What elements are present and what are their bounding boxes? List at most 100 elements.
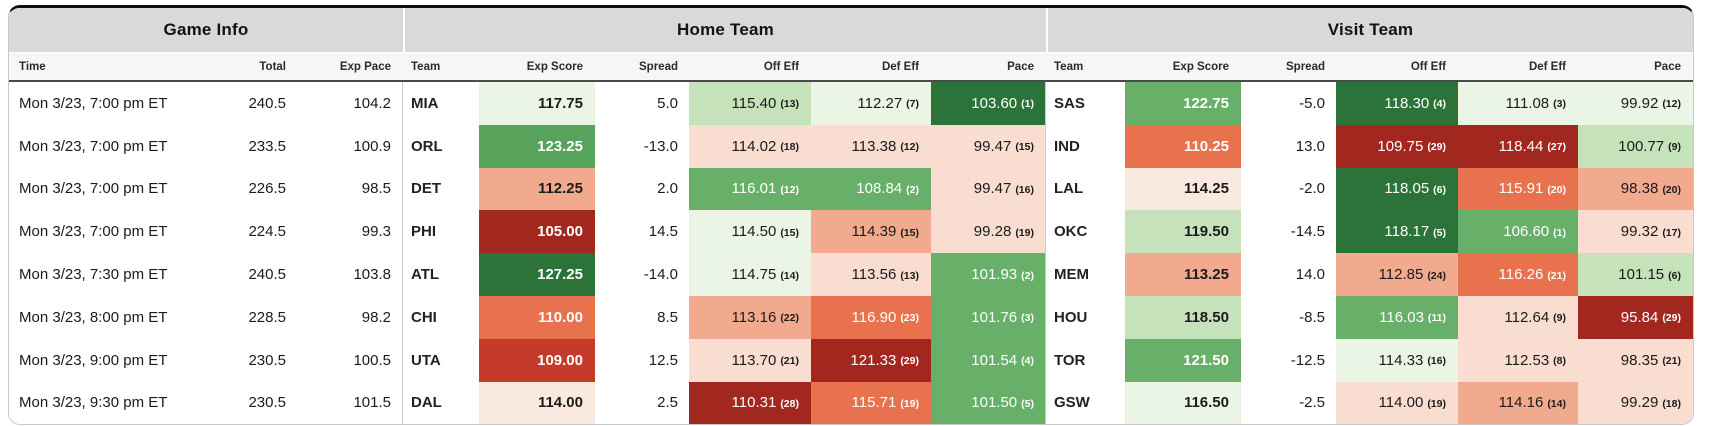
home-off-eff-cell: 114.50 (15) [689,210,811,254]
visit-spread: -5.0 [1299,94,1325,112]
column-header-total[interactable]: Total [259,60,286,73]
home-off-eff-cell: 113.16 (22) [689,295,811,339]
game-total: 228.5 [248,308,286,326]
visit-def-eff-cell: 116.26 (21) [1458,253,1578,296]
games-table: Game Info Home Team Visit Team Time Tota… [8,5,1694,426]
home-team-abbr: ORL [411,137,443,155]
game-total: 233.5 [248,137,286,155]
visit-spread: -14.5 [1290,223,1325,241]
game-time: Mon 3/23, 7:00 pm ET [19,137,168,155]
game-exp-pace: 104.2 [353,94,391,112]
table-body: Mon 3/23, 7:00 pm ET 240.5 104.2 MIA 117… [9,82,1693,425]
column-header-visit-pace[interactable]: Pace [1654,60,1681,73]
visit-off-eff-cell: 114.33 (16) [1336,338,1458,382]
visit-def-eff-cell: 115.91 (20) [1458,167,1578,211]
game-time: Mon 3/23, 7:00 pm ET [19,94,168,112]
column-header-visit-off-eff[interactable]: Off Eff [1410,60,1446,73]
game-exp-pace: 98.2 [361,308,391,326]
visit-team-abbr: IND [1054,137,1080,155]
group-header-game-info: Game Info [163,20,249,39]
home-team-abbr: PHI [411,223,437,241]
home-spread: 2.5 [657,394,678,412]
column-header-visit-exp-score[interactable]: Exp Score [1172,60,1229,73]
game-row: Mon 3/23, 7:30 pm ET 240.5 103.8 ATL 127… [9,253,1693,296]
game-row: Mon 3/23, 9:00 pm ET 230.5 100.5 UTA 109… [9,338,1693,382]
visit-team-abbr: LAL [1054,180,1084,198]
home-pace-cell: 101.50 (5) [931,381,1046,425]
game-total: 230.5 [248,351,286,369]
game-time: Mon 3/23, 8:00 pm ET [19,308,168,326]
visit-spread: -2.0 [1299,180,1325,198]
game-exp-pace: 98.5 [361,180,391,198]
visit-exp-score-cell: 118.50 [1125,295,1241,339]
visit-pace-cell: 99.32 (17) [1578,210,1693,254]
home-spread: 8.5 [657,308,678,326]
home-off-eff-cell: 114.02 (18) [689,124,811,168]
home-team-cells: DAL 114.00 2.5 110.31 (28) 115.71 (19) 101… [403,381,1046,425]
home-spread: 5.0 [657,94,678,112]
visit-team-abbr: TOR [1054,351,1086,369]
visit-pace-cell: 99.29 (18) [1578,381,1693,425]
home-off-eff-cell: 113.70 (21) [689,338,811,382]
home-team-abbr: CHI [411,308,437,326]
home-exp-score-cell: 114.00 [479,381,595,425]
game-exp-pace: 99.3 [361,223,391,241]
game-time: Mon 3/23, 9:00 pm ET [19,351,168,369]
game-time: Mon 3/23, 7:30 pm ET [19,266,168,284]
column-header-home-spread[interactable]: Spread [639,60,678,73]
column-header-home-off-eff[interactable]: Off Eff [763,60,799,73]
section-divider-game-home [402,82,403,425]
home-def-eff-cell: 115.71 (19) [811,381,931,425]
home-team-cells: DET 112.25 2.0 116.01 (12) 108.84 (2) 99.4… [403,167,1046,211]
visit-team-cells: HOU 118.50 -8.5 116.03 (11) 112.64 (9) 95.… [1046,295,1693,339]
home-def-eff-cell: 121.33 (29) [811,338,931,382]
home-exp-score-cell: 112.25 [479,167,595,211]
home-team-cells: CHI 110.00 8.5 113.16 (22) 116.90 (23) 101… [403,295,1046,339]
visit-off-eff-cell: 118.30 (4) [1336,82,1458,125]
column-header-home-exp-score[interactable]: Exp Score [526,60,583,73]
visit-team-cells: OKC 119.50 -14.5 118.17 (5) 106.60 (1) 99.… [1046,210,1693,254]
column-header-visit-team[interactable]: Team [1054,60,1084,73]
column-header-time[interactable]: Time [19,60,46,73]
game-row: Mon 3/23, 7:00 pm ET 240.5 104.2 MIA 117… [9,82,1693,125]
group-header-home-team: Home Team [403,8,1046,52]
visit-spread: -8.5 [1299,308,1325,326]
visit-off-eff-cell: 112.85 (24) [1336,253,1458,296]
home-exp-score-cell: 117.75 [479,82,595,125]
visit-off-eff-cell: 114.00 (19) [1336,381,1458,425]
game-time: Mon 3/23, 9:30 pm ET [19,394,168,412]
column-header-home-def-eff[interactable]: Def Eff [881,60,919,73]
visit-off-eff-cell: 118.17 (5) [1336,210,1458,254]
game-row: Mon 3/23, 7:00 pm ET 233.5 100.9 ORL 123… [9,124,1693,168]
visit-exp-score-cell: 110.25 [1125,124,1241,168]
home-off-eff-cell: 116.01 (12) [689,167,811,211]
home-team-cells: MIA 117.75 5.0 115.40 (13) 112.27 (7) 103.… [403,82,1046,125]
visit-exp-score-cell: 113.25 [1125,253,1241,296]
column-header-visit-def-eff[interactable]: Def Eff [1528,60,1566,73]
home-pace-cell: 99.47 (15) [931,124,1046,168]
home-pace-cell: 99.47 (16) [931,167,1046,211]
visit-spread: -2.5 [1299,394,1325,412]
home-pace-cell: 101.93 (2) [931,253,1046,296]
home-pace-cell: 99.28 (19) [931,210,1046,254]
visit-exp-score-cell: 121.50 [1125,338,1241,382]
visit-spread: -12.5 [1290,351,1325,369]
home-team-abbr: MIA [411,94,439,112]
home-team-cells: ATL 127.25 -14.0 114.75 (14) 113.56 (13) 1… [403,253,1046,296]
game-total: 230.5 [248,394,286,412]
group-header-visit-team: Visit Team [1046,8,1693,52]
visit-exp-score-cell: 119.50 [1125,210,1241,254]
visit-pace-cell: 100.77 (9) [1578,124,1693,168]
column-header-home-pace[interactable]: Pace [1007,60,1034,73]
column-header-exp-pace[interactable]: Exp Pace [339,60,391,73]
column-header-home-team[interactable]: Team [411,60,441,73]
visit-team-cells: GSW 116.50 -2.5 114.00 (19) 114.16 (14) 99… [1046,381,1693,425]
home-exp-score-cell: 123.25 [479,124,595,168]
column-header-row: Time Total Exp Pace Team Exp Score Sprea… [9,53,1693,82]
home-exp-score-cell: 127.25 [479,253,595,296]
column-header-visit-spread[interactable]: Spread [1286,60,1325,73]
visit-spread: 14.0 [1295,266,1325,284]
home-team-abbr: ATL [411,266,440,284]
game-row: Mon 3/23, 7:00 pm ET 226.5 98.5 DET 112.… [9,167,1693,211]
visit-team-cells: LAL 114.25 -2.0 118.05 (6) 115.91 (20) 98.… [1046,167,1693,211]
